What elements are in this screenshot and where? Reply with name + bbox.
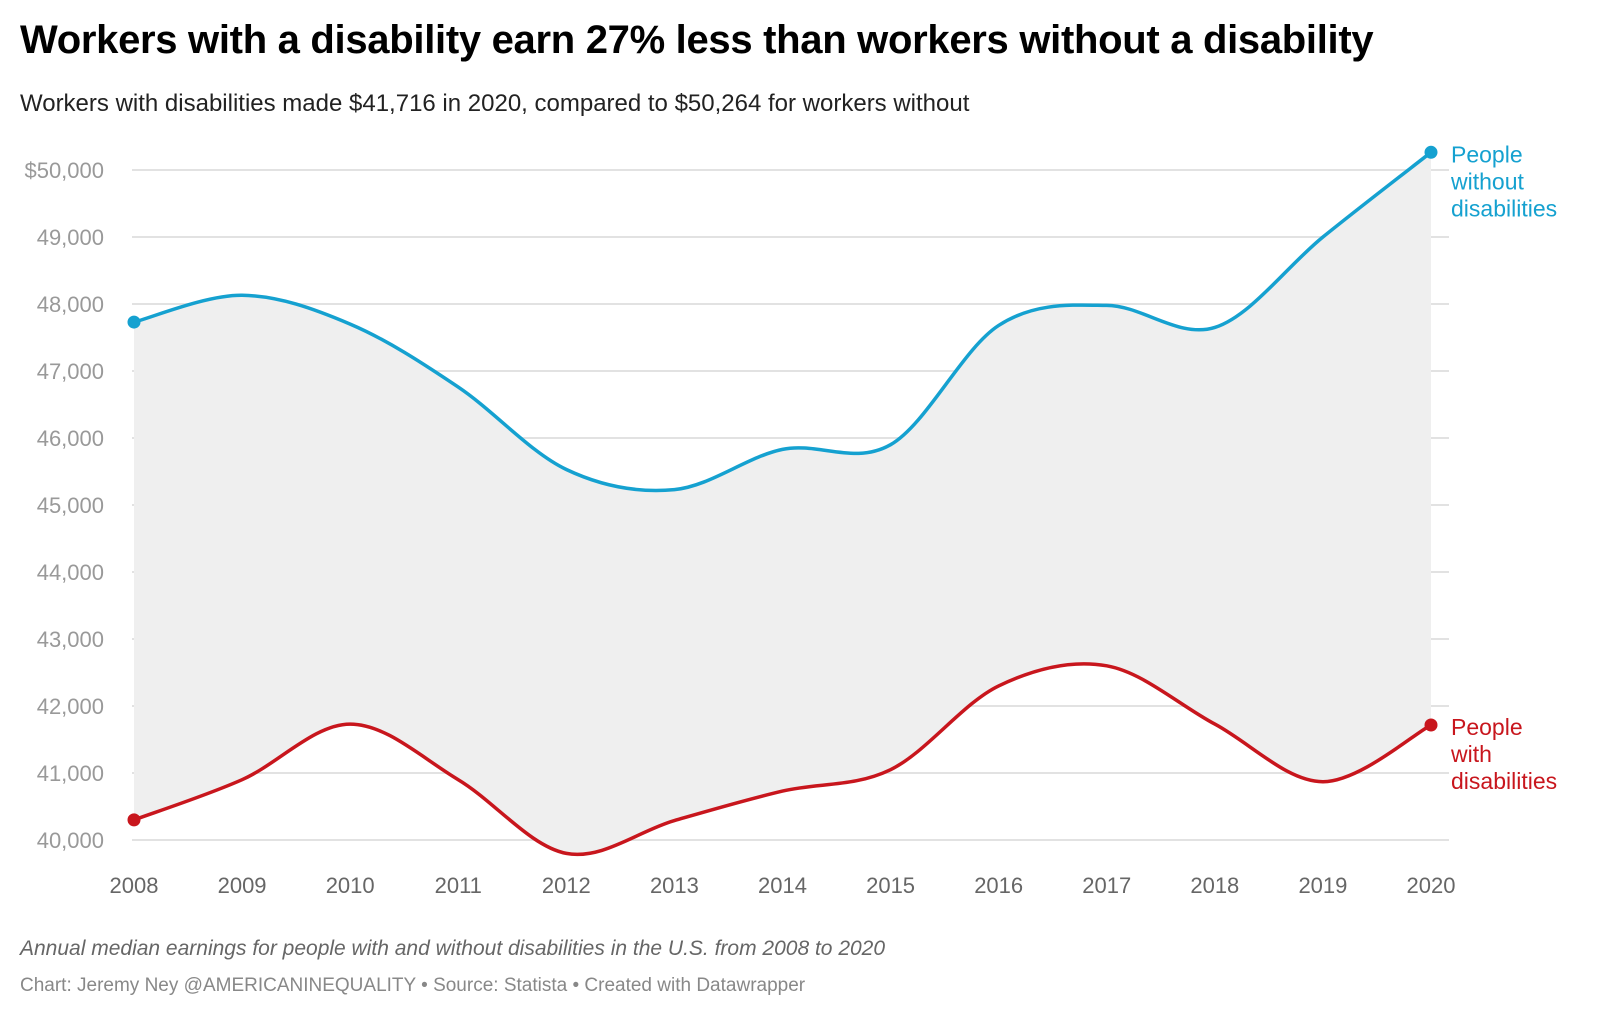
area-between-series — [134, 152, 1431, 855]
series-label: disabilities — [1451, 195, 1557, 221]
x-tick-label: 2014 — [758, 873, 807, 898]
x-tick-label: 2020 — [1407, 873, 1456, 898]
series-point — [127, 315, 141, 329]
y-tick-label: 46,000 — [37, 426, 104, 451]
y-tick-label: 48,000 — [37, 292, 104, 317]
y-tick-label: 40,000 — [37, 828, 104, 853]
series-label: People — [1451, 141, 1523, 167]
x-tick-label: 2016 — [974, 873, 1023, 898]
y-tick-label: $50,000 — [24, 158, 104, 183]
y-tick-label: 42,000 — [37, 694, 104, 719]
y-tick-label: 49,000 — [37, 225, 104, 250]
x-tick-label: 2017 — [1082, 873, 1131, 898]
series-point — [1424, 718, 1438, 732]
series-label: People — [1451, 714, 1523, 740]
series-label: disabilities — [1451, 768, 1557, 794]
y-tick-label: 43,000 — [37, 627, 104, 652]
chart-subtitle: Workers with disabilities made $41,716 i… — [20, 90, 970, 117]
x-tick-label: 2009 — [218, 873, 267, 898]
series-point — [127, 813, 141, 827]
series-point — [1424, 145, 1438, 159]
x-tick-label: 2015 — [866, 873, 915, 898]
chart-notes: Annual median earnings for people with a… — [20, 937, 886, 960]
y-tick-label: 44,000 — [37, 560, 104, 585]
x-tick-label: 2010 — [326, 873, 375, 898]
series-label: with — [1450, 741, 1492, 767]
x-tick-label: 2012 — [542, 873, 591, 898]
x-tick-label: 2019 — [1298, 873, 1347, 898]
chart-byline: Chart: Jeremy Ney @AMERICANINEQUALITY • … — [20, 975, 806, 996]
x-tick-label: 2013 — [650, 873, 699, 898]
series-line-with — [133, 662, 1432, 857]
x-tick-label: 2011 — [435, 873, 482, 898]
series-label: without — [1450, 168, 1524, 194]
series-line-without — [133, 150, 1433, 493]
y-tick-label: 47,000 — [37, 359, 104, 384]
x-tick-label: 2008 — [110, 873, 159, 898]
chart-title: Workers with a disability earn 27% less … — [20, 18, 1374, 62]
y-tick-label: 45,000 — [37, 493, 104, 518]
y-tick-label: 41,000 — [37, 761, 104, 786]
x-tick-label: 2018 — [1190, 873, 1239, 898]
